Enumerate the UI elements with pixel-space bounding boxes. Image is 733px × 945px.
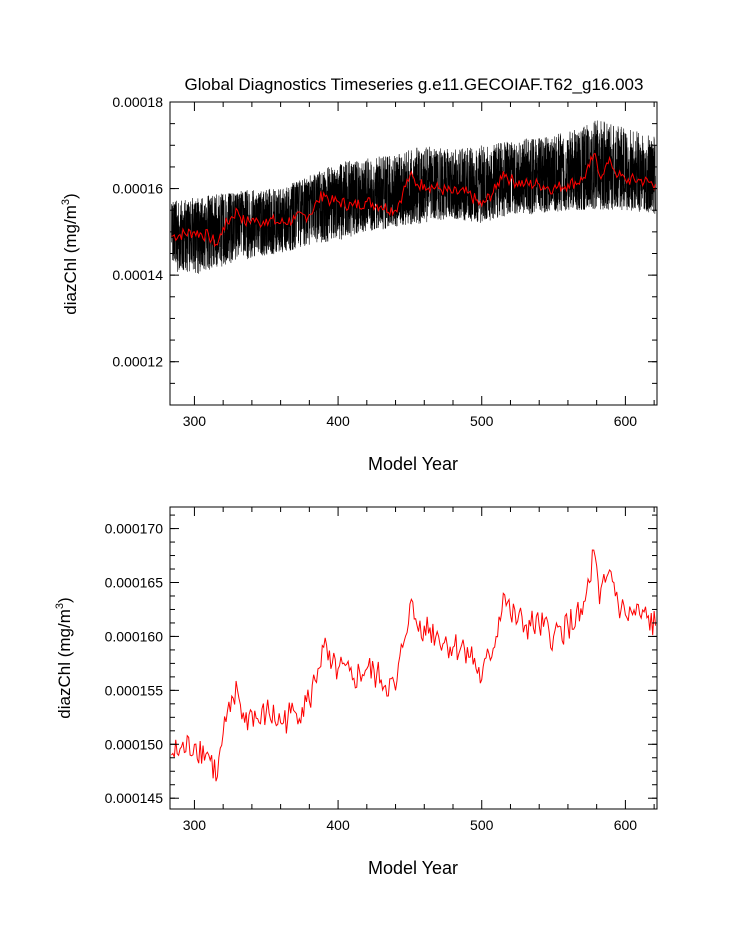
- y-tick-label: 0.000165: [105, 575, 164, 591]
- y-tick-label: 0.000170: [105, 521, 164, 537]
- y-tick-label: 0.00018: [112, 94, 163, 110]
- top-x-axis-label: Model Year: [368, 454, 458, 474]
- x-tick-label: 600: [614, 413, 638, 429]
- top-monthly-series: [171, 120, 656, 274]
- y-tick-label: 0.000145: [105, 790, 164, 806]
- bottom-ticks: [170, 507, 657, 809]
- bottom-tick-labels: 300 400 500 600 0.000145 0.000150 0.000155 0.00…: [105, 521, 638, 833]
- x-tick-label: 300: [183, 413, 207, 429]
- bottom-chart: 300 400 500 600 0.000145 0.000150 0.000155 0.00…: [54, 506, 658, 878]
- y-tick-label: 0.00016: [112, 181, 163, 197]
- x-tick-label: 600: [614, 817, 638, 833]
- top-annual-line: [171, 152, 657, 248]
- bottom-x-axis-label: Model Year: [368, 858, 458, 878]
- x-tick-label: 400: [326, 817, 350, 833]
- y-tick-label: 0.000160: [105, 628, 164, 644]
- y-tick-label: 0.000150: [105, 736, 164, 752]
- bottom-annual-line: [171, 549, 657, 782]
- top-chart: 300 400 500 600 0.00012 0.00014 0.00016 0.00018…: [60, 94, 658, 474]
- monthly-line: [171, 120, 656, 274]
- x-tick-label: 400: [326, 413, 350, 429]
- bottom-plot-frame: [169, 506, 658, 810]
- x-tick-label: 300: [183, 817, 207, 833]
- x-tick-label: 500: [470, 413, 494, 429]
- y-tick-label: 0.00012: [112, 354, 163, 370]
- y-tick-label: 0.00014: [112, 267, 163, 283]
- x-tick-label: 500: [470, 817, 494, 833]
- top-tick-labels: 300 400 500 600 0.00012 0.00014 0.00016 0.00018: [112, 94, 637, 429]
- y-tick-label: 0.000155: [105, 682, 164, 698]
- chart-title: Global Diagnostics Timeseries g.e11.GECO…: [185, 75, 644, 94]
- top-y-axis-label: diazChl (mg/m3): [60, 193, 80, 314]
- top-ticks: [170, 101, 657, 406]
- bottom-y-axis-label: diazChl (mg/m3): [54, 597, 74, 718]
